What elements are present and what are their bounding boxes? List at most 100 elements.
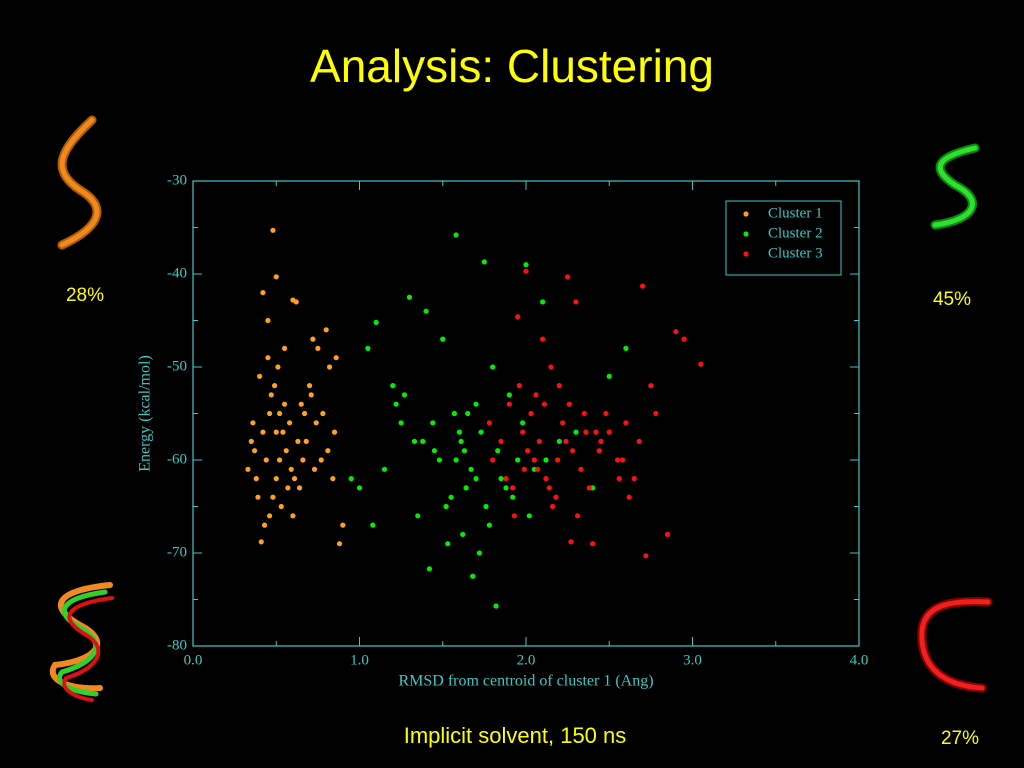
data-point [598, 438, 604, 444]
data-point [398, 420, 404, 426]
data-point [526, 513, 532, 519]
data-point [263, 457, 269, 463]
data-point [533, 392, 539, 398]
data-point [506, 392, 512, 398]
data-point [257, 373, 263, 379]
data-point [276, 410, 283, 417]
data-point [275, 364, 281, 370]
data-point [546, 485, 552, 491]
data-point [523, 262, 529, 268]
data-point [648, 383, 654, 389]
data-point [430, 420, 436, 426]
data-point [436, 457, 443, 463]
data-point [370, 522, 376, 528]
data-point [290, 513, 296, 519]
cluster-percent: 45% [933, 289, 971, 310]
data-point [285, 485, 291, 491]
data-point [523, 268, 529, 274]
data-point [578, 466, 584, 472]
data-point [553, 494, 559, 500]
data-point [373, 319, 379, 325]
data-point [619, 457, 626, 463]
data-point [495, 448, 501, 454]
data-point [623, 345, 629, 351]
data-point [481, 259, 487, 265]
data-point [310, 336, 316, 342]
data-point [516, 383, 522, 389]
legend-marker [743, 211, 749, 217]
data-point [531, 457, 537, 463]
data-point [265, 317, 271, 324]
data-point [486, 420, 492, 426]
data-point [590, 541, 596, 547]
data-point [653, 410, 659, 417]
data-point [258, 539, 264, 545]
data-point [603, 410, 609, 417]
data-point [288, 466, 294, 472]
data-point [448, 494, 454, 500]
data-point [326, 364, 333, 370]
data-point [245, 466, 251, 472]
data-point [260, 429, 266, 435]
data-point [473, 401, 479, 407]
data-point [248, 438, 254, 444]
data-point [415, 513, 421, 519]
data-point [581, 410, 587, 417]
data-point [423, 308, 429, 314]
data-point [281, 401, 288, 407]
data-point [265, 355, 271, 361]
data-point [298, 401, 304, 407]
data-point [443, 503, 449, 510]
y-tick-label: -80 [167, 637, 187, 653]
data-point [406, 294, 413, 300]
data-point [506, 401, 512, 407]
data-point [456, 429, 462, 435]
data-point [451, 410, 458, 417]
data-point [540, 299, 546, 305]
data-point [393, 401, 399, 407]
data-point [556, 438, 562, 444]
data-point [461, 448, 467, 454]
data-point [266, 410, 273, 417]
data-point [255, 494, 261, 500]
data-point [426, 566, 433, 572]
x-tick-label: 4.0 [850, 652, 869, 668]
data-point [503, 485, 509, 491]
data-point [356, 485, 363, 491]
data-point [583, 429, 589, 435]
data-point [333, 355, 339, 361]
data-point [664, 531, 671, 538]
data-point [276, 457, 283, 463]
slide-title: Analysis: Clustering [310, 40, 714, 92]
x-tick-label: 3.0 [683, 652, 702, 668]
data-point [273, 429, 279, 435]
data-point [565, 274, 571, 280]
data-point [550, 503, 556, 510]
data-point [293, 299, 299, 305]
data-point [548, 364, 554, 370]
data-point [453, 232, 459, 238]
data-point [555, 457, 561, 463]
data-point [510, 494, 516, 500]
data-point [278, 503, 284, 510]
data-point [536, 438, 542, 444]
data-point [543, 476, 549, 482]
x-tick-label: 1.0 [350, 652, 369, 668]
data-point [325, 448, 331, 454]
data-point [511, 513, 517, 519]
data-point [401, 392, 408, 398]
data-point [593, 429, 599, 435]
data-point [445, 541, 451, 547]
data-point [295, 438, 301, 444]
data-point [260, 290, 266, 296]
data-point [250, 420, 256, 426]
data-point [681, 336, 687, 342]
data-point [253, 476, 259, 482]
data-point [283, 448, 289, 454]
data-point [616, 476, 622, 482]
data-point [431, 448, 438, 454]
data-point [261, 522, 268, 528]
data-point [535, 466, 541, 472]
